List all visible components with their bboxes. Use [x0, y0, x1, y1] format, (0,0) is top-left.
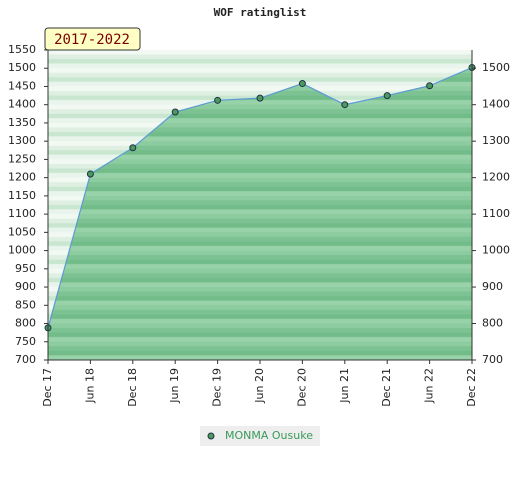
marker: [426, 82, 434, 90]
legend-marker: [207, 432, 215, 440]
y-tick-label: 800: [15, 317, 36, 330]
y2-tick-label: 1200: [482, 171, 510, 184]
y-tick-label: 900: [15, 280, 36, 293]
y-tick-label: 1300: [8, 134, 36, 147]
x-tick-label: Dec 18: [126, 368, 139, 407]
y2-tick-label: 1500: [482, 61, 510, 74]
marker: [298, 80, 306, 88]
y-tick-label: 1400: [8, 98, 36, 111]
marker: [86, 170, 94, 178]
y2-tick-label: 1000: [482, 244, 510, 257]
chart-title: WOF ratinglist: [214, 6, 307, 19]
annotation: 2017-2022: [54, 32, 130, 48]
x-tick-label: Jun 22: [423, 368, 436, 404]
x-tick-label: Dec 17: [41, 368, 54, 407]
y-tick-label: 1450: [8, 79, 36, 92]
y-tick-label: 1150: [8, 189, 36, 202]
x-tick-label: Dec 21: [380, 368, 393, 407]
x-tick-label: Dec 19: [211, 368, 224, 407]
marker: [129, 144, 137, 152]
legend-label: MONMA Ousuke: [225, 429, 313, 442]
marker: [383, 92, 391, 100]
y-tick-label: 1500: [8, 61, 36, 74]
x-tick-label: Jun 18: [83, 368, 96, 404]
y-tick-label: 1100: [8, 207, 36, 220]
y-tick-label: 850: [15, 298, 36, 311]
y-tick-label: 1200: [8, 171, 36, 184]
x-tick-label: Jun 20: [253, 368, 266, 404]
y2-tick-label: 900: [482, 280, 503, 293]
y-tick-label: 1050: [8, 225, 36, 238]
y-tick-label: 750: [15, 335, 36, 348]
x-tick-label: Dec 20: [295, 368, 308, 407]
area: [48, 67, 472, 360]
y2-tick-label: 1300: [482, 134, 510, 147]
x-tick-label: Jun 21: [338, 368, 351, 404]
annotation-box: [44, 27, 141, 51]
legend: [200, 426, 320, 446]
marker: [171, 108, 179, 116]
y-tick-label: 1350: [8, 116, 36, 129]
y-tick-label: 950: [15, 262, 36, 275]
marker: [214, 96, 222, 104]
x-tick-label: Jun 19: [168, 368, 181, 404]
y2-tick-label: 700: [482, 353, 503, 366]
y2-tick-label: 1100: [482, 207, 510, 220]
x-tick-label: Dec 22: [465, 368, 478, 407]
y-tick-label: 700: [15, 353, 36, 366]
marker: [341, 101, 349, 109]
y-tick-label: 1250: [8, 152, 36, 165]
y-tick-label: 1000: [8, 244, 36, 257]
y-tick-label: 1550: [8, 43, 36, 56]
y2-tick-label: 800: [482, 317, 503, 330]
y2-tick-label: 1400: [482, 98, 510, 111]
marker: [256, 94, 264, 102]
